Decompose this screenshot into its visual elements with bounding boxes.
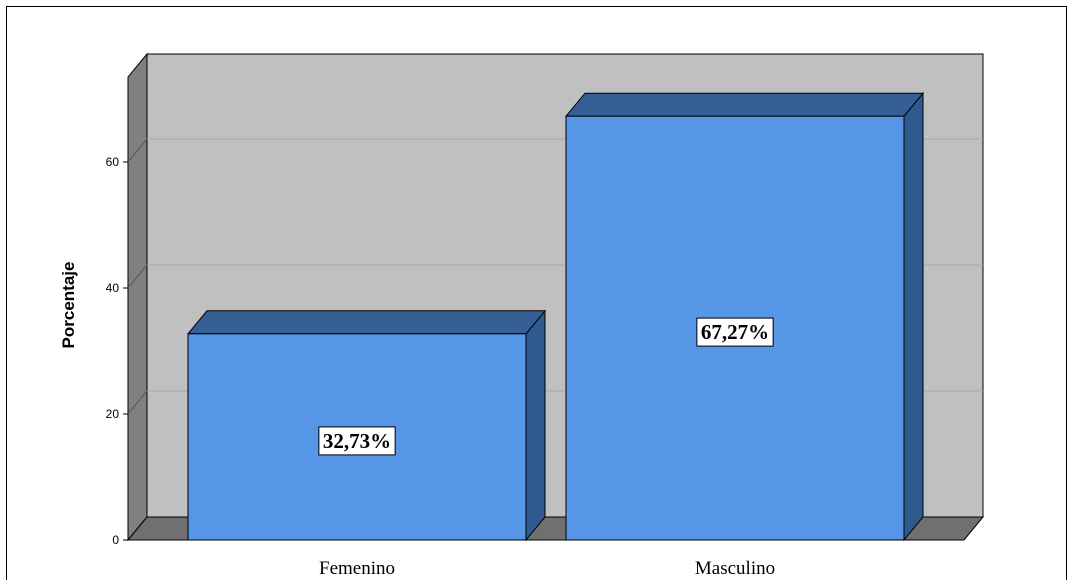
y-tick-label: 60 <box>106 155 120 169</box>
gridline-side <box>127 138 148 163</box>
side-wall <box>127 52 148 542</box>
bar-top <box>564 92 925 117</box>
bar-masculino <box>564 91 925 542</box>
bar-side <box>525 309 546 542</box>
data-label-text: 32,73% <box>323 429 391 453</box>
x-tick-label: Masculino <box>695 558 775 579</box>
y-axis-label: Porcentaje <box>59 262 78 349</box>
bar-femenino <box>186 309 547 542</box>
bar-top <box>186 310 547 335</box>
y-tick-label: 20 <box>106 407 120 421</box>
gridline-side <box>127 264 148 289</box>
gridline-side <box>127 390 148 415</box>
bar-side <box>903 91 924 542</box>
data-label-text: 67,27% <box>701 320 769 344</box>
y-tick-label: 0 <box>112 533 119 547</box>
data-label: 67,27% <box>696 317 774 347</box>
y-tick-label: 40 <box>106 281 120 295</box>
data-label: 32,73% <box>318 426 396 456</box>
data-label-box <box>696 317 774 347</box>
data-label-box <box>318 426 396 456</box>
x-tick-label: Femenino <box>319 558 395 579</box>
